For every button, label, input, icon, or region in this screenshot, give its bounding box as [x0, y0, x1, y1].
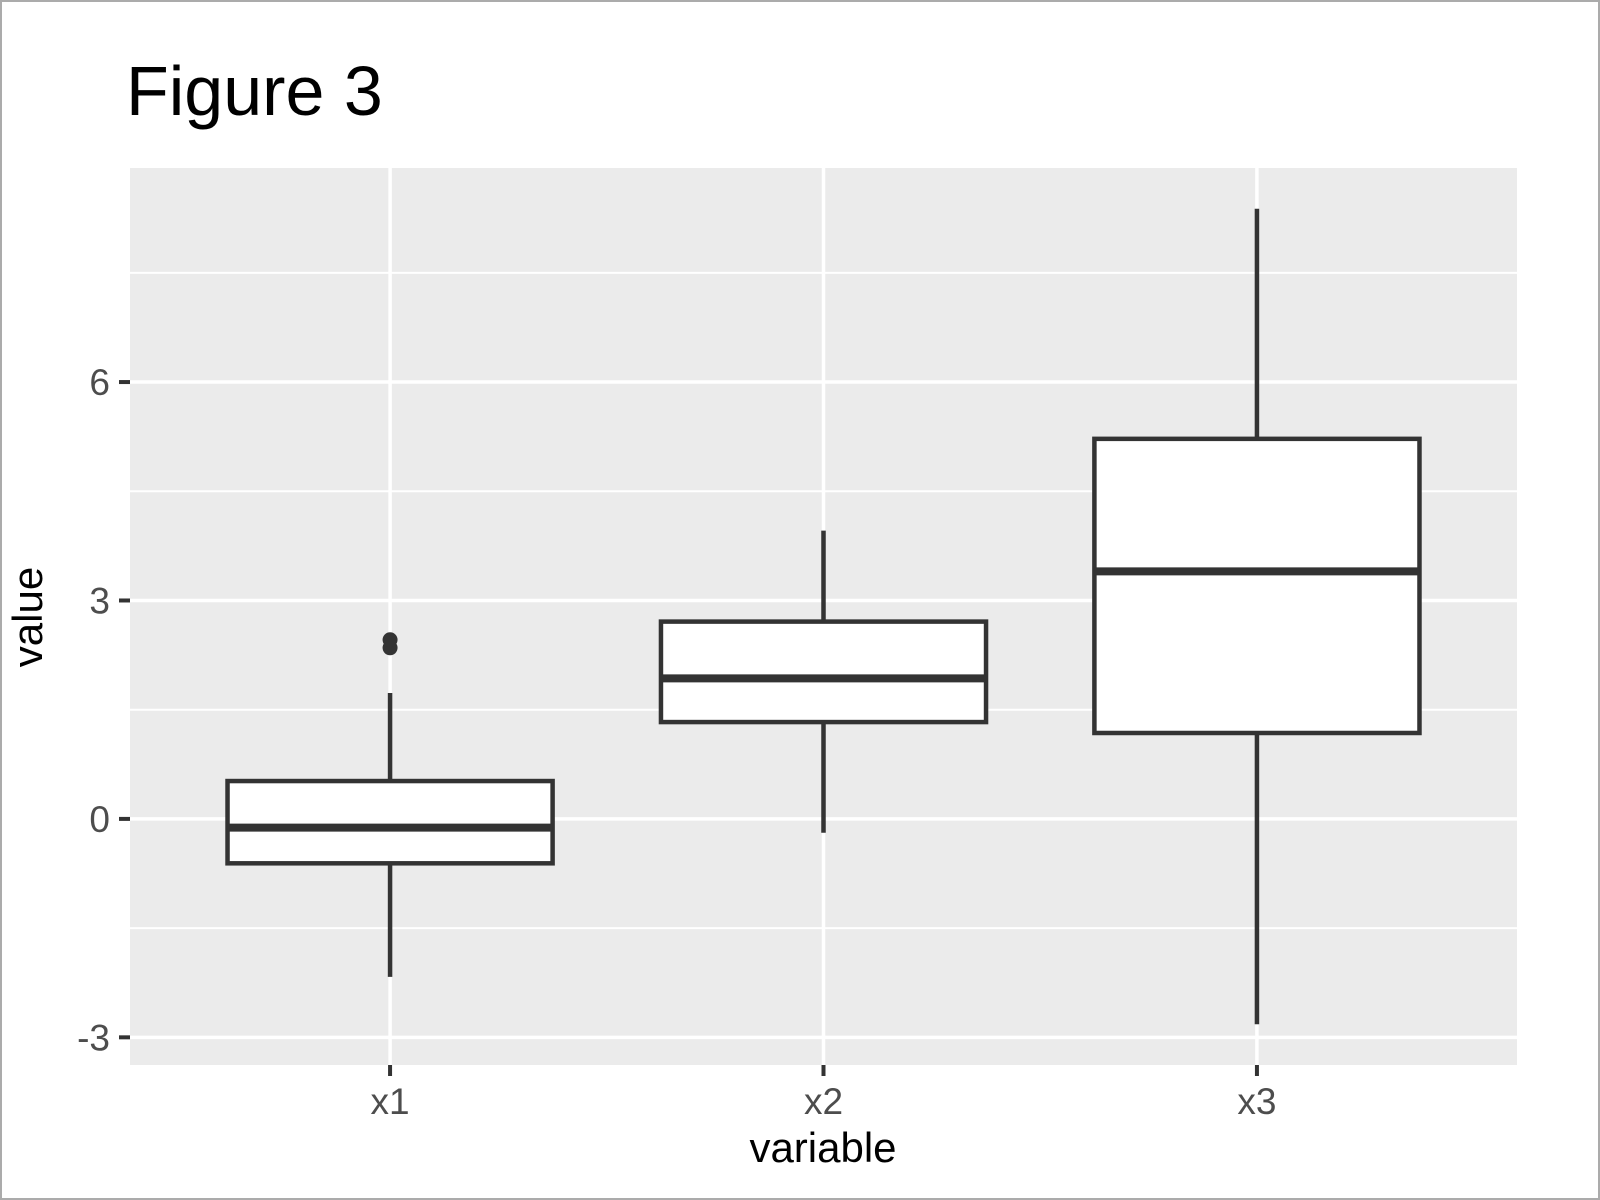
- x-axis-title: variable: [749, 1124, 896, 1171]
- y-tick-label: -3: [77, 1017, 110, 1058]
- y-tick-label: 0: [89, 799, 110, 840]
- y-axis-title: value: [4, 567, 51, 667]
- iqr-box: [225, 778, 555, 866]
- boxplot-x2: [658, 530, 989, 833]
- plot-title: Figure 3: [126, 52, 383, 130]
- iqr-box: [658, 619, 989, 725]
- axis-ticks: [119, 380, 1259, 1076]
- outlier-point: [382, 632, 398, 648]
- y-tick-label: 3: [89, 580, 110, 621]
- x-tick-label: x1: [371, 1081, 410, 1122]
- boxplot-x1: [225, 632, 555, 977]
- x-tick-label: x3: [1237, 1081, 1276, 1122]
- iqr-box: [1092, 436, 1422, 736]
- y-tick-label: 6: [89, 362, 110, 403]
- axis-tick-labels: -3 0 3 6 x1 x2 x3: [77, 362, 1276, 1122]
- boxplots: [225, 208, 1422, 1025]
- boxplot-x3: [1092, 208, 1422, 1025]
- x-tick-label: x2: [804, 1081, 843, 1122]
